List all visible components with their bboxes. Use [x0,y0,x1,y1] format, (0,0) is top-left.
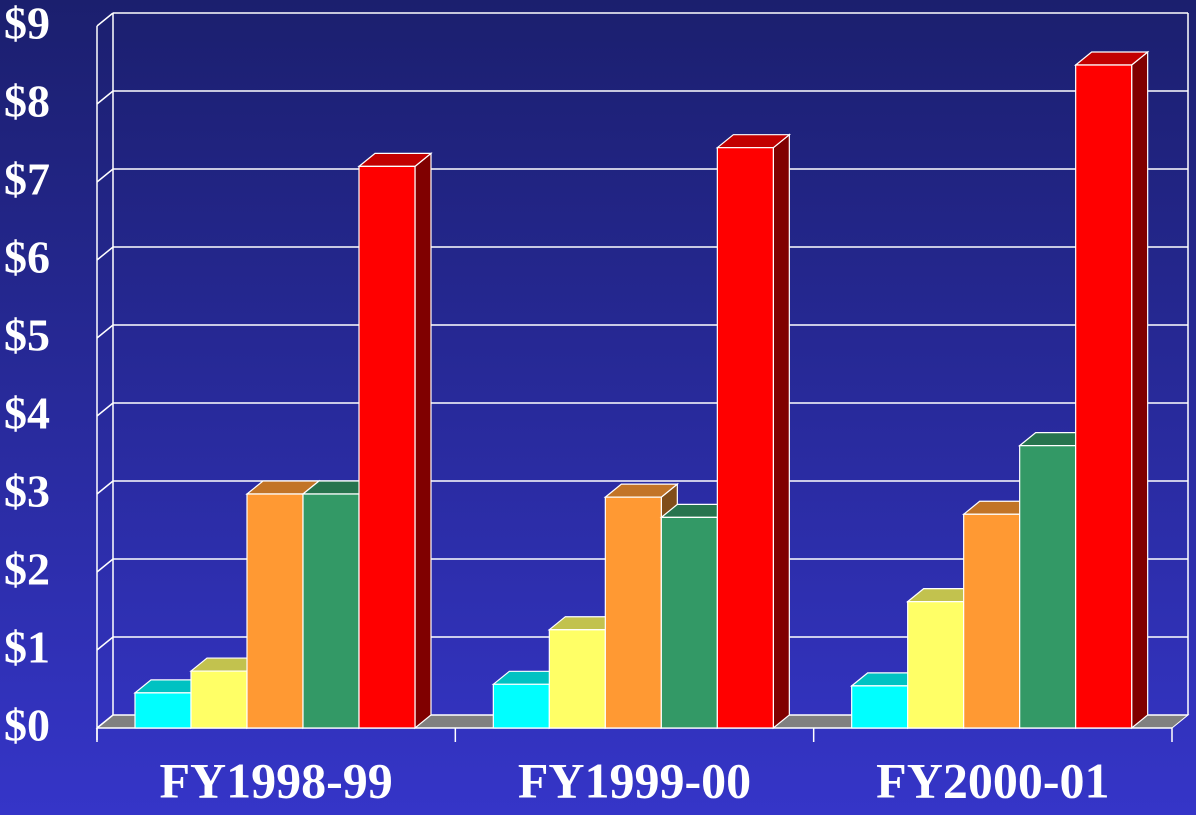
side-grid-line [96,558,114,573]
x-tick-label: FY1998-99 [160,752,393,808]
bar [715,133,792,730]
y-tick-label: $2 [4,544,50,595]
side-grid-line [96,168,114,183]
bar-front [851,685,909,729]
bar-side [1131,50,1149,730]
bar [357,152,433,730]
bar-front [716,147,774,729]
side-grid-line [96,90,114,105]
side-grid-line [96,246,114,261]
y-tick-label: $8 [4,76,50,127]
bar-side [414,152,432,730]
x-tick-label: FY2000-01 [876,752,1109,808]
y-tick-label: $4 [4,388,50,439]
bar [189,656,265,730]
x-tick-label: FY1999-00 [518,752,751,808]
side-grid-line [96,480,114,495]
bar-front [358,165,416,729]
y-tick-label: $7 [4,154,50,205]
bar [1073,50,1150,730]
bar-front [604,496,662,729]
side-grid-line [96,402,114,417]
bar-front [1075,64,1133,729]
y-tick-label: $9 [4,0,50,49]
y-tick-label: $3 [4,466,50,517]
bar-side [772,133,790,730]
side-grid-line [96,12,114,27]
bar [133,678,209,730]
bar-front [302,493,360,729]
bar-front [134,692,192,729]
side-grid-line [96,636,114,651]
y-tick-label: $5 [4,310,50,361]
y-tick-label: $1 [4,622,50,673]
bar-front [190,670,248,729]
side-grid-line [96,714,114,729]
bar-front [492,683,550,729]
bar-front [548,629,606,729]
y-tick-label: $6 [4,232,50,283]
y-tick-label: $0 [4,700,50,751]
bar-front [660,516,718,729]
bar-front [907,601,965,729]
bar-front [246,493,304,729]
bar-front [1019,445,1077,729]
bar-front [963,513,1021,729]
side-grid-line [96,324,114,339]
